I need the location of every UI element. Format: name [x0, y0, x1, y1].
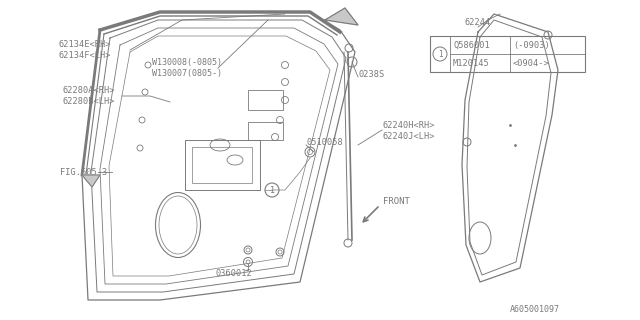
- Text: FIG.605-3: FIG.605-3: [60, 167, 108, 177]
- Text: M120145: M120145: [453, 59, 490, 68]
- Text: <0904->: <0904->: [513, 59, 550, 68]
- Text: 62280A<RH>: 62280A<RH>: [62, 85, 115, 94]
- Text: 62240J<LH>: 62240J<LH>: [382, 132, 435, 140]
- Bar: [192, 147, 252, 183]
- Bar: [185, 140, 260, 190]
- Text: 62280B<LH>: 62280B<LH>: [62, 97, 115, 106]
- Text: 62134F<LH>: 62134F<LH>: [58, 51, 111, 60]
- Text: 0238S: 0238S: [358, 69, 384, 78]
- Bar: [430, 36, 450, 72]
- Text: 62134E<RH>: 62134E<RH>: [58, 39, 111, 49]
- Text: A605001097: A605001097: [510, 306, 560, 315]
- Bar: [248, 122, 283, 140]
- Text: Q586001: Q586001: [453, 41, 490, 50]
- Text: 0510058: 0510058: [306, 138, 343, 147]
- Text: 1: 1: [269, 186, 275, 195]
- Text: W130007(0805-): W130007(0805-): [152, 68, 222, 77]
- Bar: [430, 36, 585, 72]
- Polygon shape: [325, 8, 358, 25]
- Bar: [248, 90, 283, 110]
- Text: 0360012: 0360012: [215, 269, 252, 278]
- Text: 1: 1: [438, 50, 442, 59]
- Text: 62244: 62244: [464, 18, 490, 27]
- Text: W130008(-0805): W130008(-0805): [152, 58, 222, 67]
- Text: 62240H<RH>: 62240H<RH>: [382, 121, 435, 130]
- Polygon shape: [82, 175, 100, 187]
- Text: (-0903): (-0903): [513, 41, 550, 50]
- Text: FRONT: FRONT: [383, 197, 410, 206]
